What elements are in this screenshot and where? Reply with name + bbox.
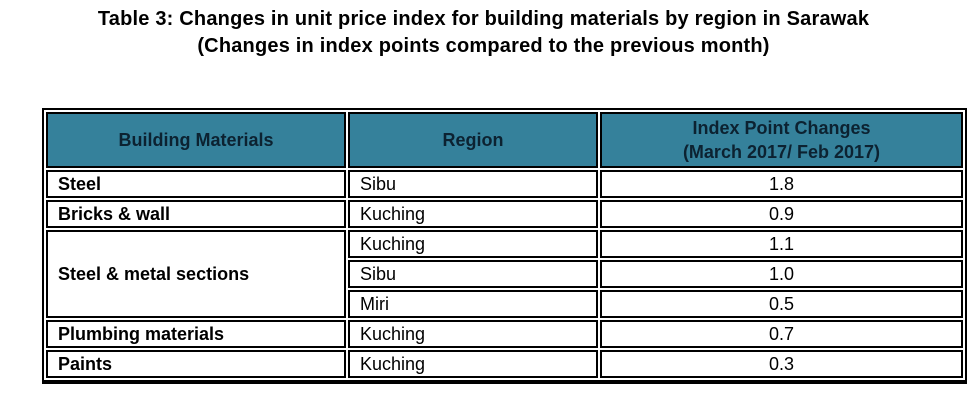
cell-value: 0.3 <box>600 350 963 378</box>
header-index-line1: Index Point Changes <box>692 118 871 138</box>
cell-material-plumbing-materials: Plumbing materials <box>46 320 346 348</box>
cell-region: Kuching <box>348 350 598 378</box>
table-title-line1: Table 3: Changes in unit price index for… <box>97 8 870 30</box>
cell-region: Sibu <box>348 260 598 288</box>
cell-region: Miri <box>348 290 598 318</box>
header-row: Building Materials Region Index Point Ch… <box>46 112 963 168</box>
header-index-point-changes: Index Point Changes (March 2017/ Feb 201… <box>600 112 963 168</box>
header-index-line2: (March 2017/ Feb 2017) <box>682 142 881 162</box>
cell-value: 1.1 <box>600 230 963 258</box>
table-row: Sibu 1.0 <box>46 260 963 288</box>
cell-material-bricks-wall: Bricks & wall <box>46 200 346 228</box>
table-row: Steel & metal sections Kuching 1.1 <box>46 230 963 318</box>
table-row: Paints Kuching 0.3 <box>46 350 963 378</box>
cell-region: Kuching <box>348 230 598 258</box>
building-materials-table: Building Materials Region Index Point Ch… <box>42 108 967 384</box>
cell-value: 0.5 <box>600 290 963 318</box>
cell-value: 1.0 <box>600 260 963 288</box>
cell-material-steel: Steel <box>46 170 346 198</box>
header-building-materials: Building Materials <box>46 112 346 168</box>
cell-material-paints: Paints <box>46 350 346 378</box>
table-title: Table 3: Changes in unit price index for… <box>0 6 967 60</box>
table-row: Bricks & wall Kuching 0.9 <box>46 200 963 228</box>
table-row: Plumbing materials Kuching 0.7 <box>46 320 963 348</box>
table-row: Miri 0.5 <box>46 290 963 318</box>
cell-region: Kuching <box>348 320 598 348</box>
cell-value: 0.9 <box>600 200 963 228</box>
cell-material-steel-metal-sections: Steel & metal sections <box>46 230 346 318</box>
cell-value: 0.7 <box>600 320 963 348</box>
table-title-line2: (Changes in index points compared to the… <box>197 35 770 57</box>
cell-region: Kuching <box>348 200 598 228</box>
table-row: Steel Sibu 1.8 <box>46 170 963 198</box>
header-region: Region <box>348 112 598 168</box>
cell-value: 1.8 <box>600 170 963 198</box>
cell-region: Sibu <box>348 170 598 198</box>
